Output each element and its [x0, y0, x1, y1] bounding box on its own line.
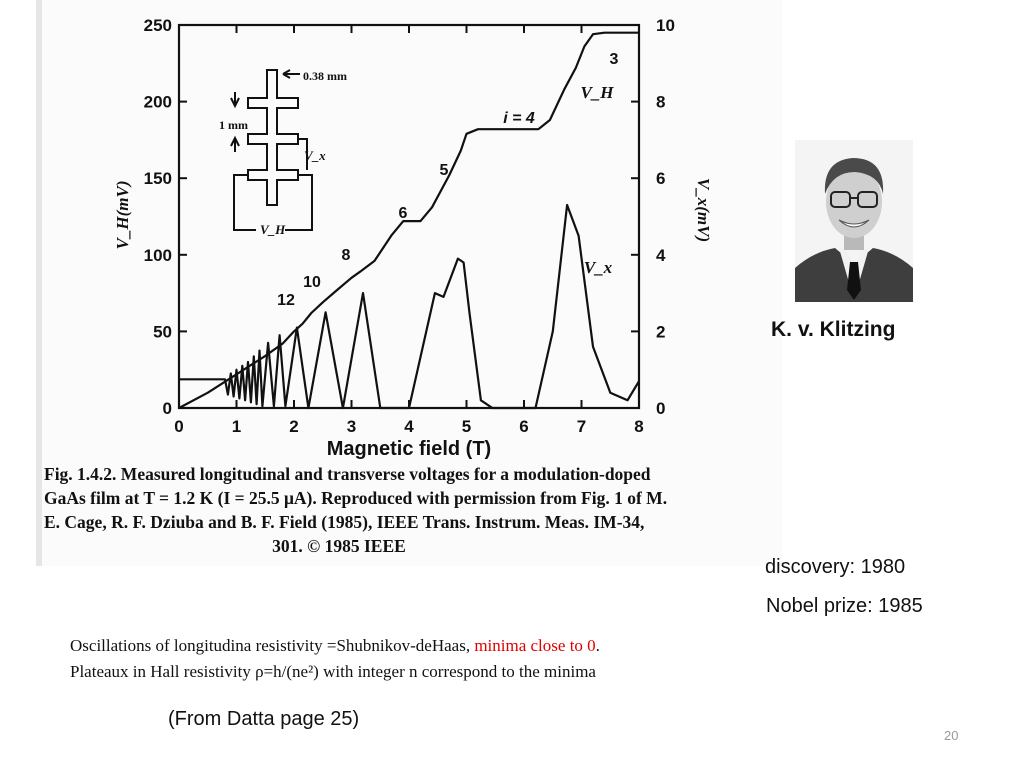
curve-annotation: i = 4: [503, 110, 535, 127]
hall-bar-inset: [230, 69, 313, 231]
inset-vh-label: V_H: [260, 222, 286, 237]
notes-line-1: Oscillations of longitudina resistivity …: [70, 633, 600, 659]
left-tick-label: 0: [163, 399, 172, 418]
right-tick-label: 4: [656, 246, 666, 265]
person-name: K. v. Klitzing: [771, 318, 896, 341]
x-tick-label: 1: [232, 417, 241, 436]
notes-line-1-end: .: [595, 636, 600, 655]
notes-line-1-main: Oscillations of longitudina resistivity …: [70, 636, 475, 655]
inset-vx-label: V_x: [304, 148, 326, 163]
x-tick-label: 2: [289, 417, 298, 436]
left-tick-label: 50: [153, 322, 172, 341]
hall-bar-outline: [247, 69, 299, 206]
scan-edge: [36, 0, 42, 566]
x-tick-label: 7: [577, 417, 586, 436]
plot-border: [177, 23, 641, 410]
series-line-v-x: [179, 203, 640, 410]
portrait-drawing: [795, 140, 913, 302]
scanned-figure-background: [36, 0, 782, 566]
series-layer: [178, 31, 640, 410]
right-tick-label: 2: [656, 322, 665, 341]
right-tick-label: 8: [656, 93, 665, 112]
caption-line-3: E. Cage, R. F. Dziuba and B. F. Field (1…: [44, 512, 645, 532]
explanation-notes: Oscillations of longitudina resistivity …: [70, 633, 600, 685]
right-axis-ticks: 0 2 4 6 8 10: [631, 16, 675, 418]
right-tick-label: 0: [656, 399, 665, 418]
curve-annotation: 8: [342, 247, 351, 264]
caption-line-4: 301. © 1985 IEEE: [272, 536, 406, 556]
inset-width-label: 0.38 mm: [303, 69, 347, 83]
left-tick-label: 150: [144, 169, 172, 188]
curve-annotation: 5: [440, 162, 449, 179]
notes-line-1-highlight: minima close to 0: [474, 636, 596, 655]
curve-annotation: 10: [303, 274, 321, 291]
right-tick-label: 10: [656, 16, 675, 35]
plot-frame: [177, 23, 641, 410]
discovery-year: discovery: 1980: [765, 556, 906, 578]
nobel-prize-year: Nobel prize: 1985: [766, 595, 923, 617]
right-axis-title: V_x(mV): [694, 178, 713, 242]
figure-caption: Fig. 1.4.2. Measured longitudinal and tr…: [44, 462, 784, 558]
length-arrow: [230, 92, 240, 152]
curve-annotation: 6: [399, 205, 408, 222]
x-axis-title: Magnetic field (T): [327, 438, 491, 460]
vh-probe-wire: [233, 174, 313, 231]
vx-probe-wire: [298, 138, 308, 170]
series-line-v-h: [178, 31, 639, 409]
x-tick-label: 0: [174, 417, 183, 436]
x-tick-label: 3: [347, 417, 356, 436]
curve-annotation: 3: [610, 51, 619, 68]
source-reference: (From Datta page 25): [168, 708, 360, 730]
inset-length-label: 1 mm: [219, 118, 248, 132]
x-tick-label: 5: [462, 417, 471, 436]
slide-number: 20: [944, 728, 959, 743]
right-tick-label: 6: [656, 169, 665, 188]
curve-annotation: 12: [277, 292, 295, 309]
notes-line-2: Plateaux in Hall resistivity ρ=h/(ne²) w…: [70, 662, 596, 681]
caption-line-1: Fig. 1.4.2. Measured longitudinal and tr…: [44, 464, 651, 484]
x-tick-label: 4: [404, 417, 414, 436]
width-arrow: [282, 69, 300, 79]
left-tick-label: 100: [144, 246, 172, 265]
x-tick-label: 6: [519, 417, 528, 436]
portrait-photo: [795, 140, 913, 302]
left-tick-label: 200: [144, 93, 172, 112]
curve-annotation: V_x: [584, 258, 613, 277]
annotation-layer: 3 i = 4 5 6 8 10 12 V_H V_x: [277, 51, 618, 309]
left-tick-label: 250: [144, 16, 172, 35]
left-axis-title: V_H(mV): [113, 181, 132, 250]
caption-line-2: GaAs film at T = 1.2 K (I = 25.5 μA). Re…: [44, 488, 668, 508]
left-axis-ticks: 0 50 100 150 200 250: [144, 16, 187, 418]
curve-annotation: V_H: [580, 83, 614, 102]
x-tick-label: 8: [634, 417, 643, 436]
